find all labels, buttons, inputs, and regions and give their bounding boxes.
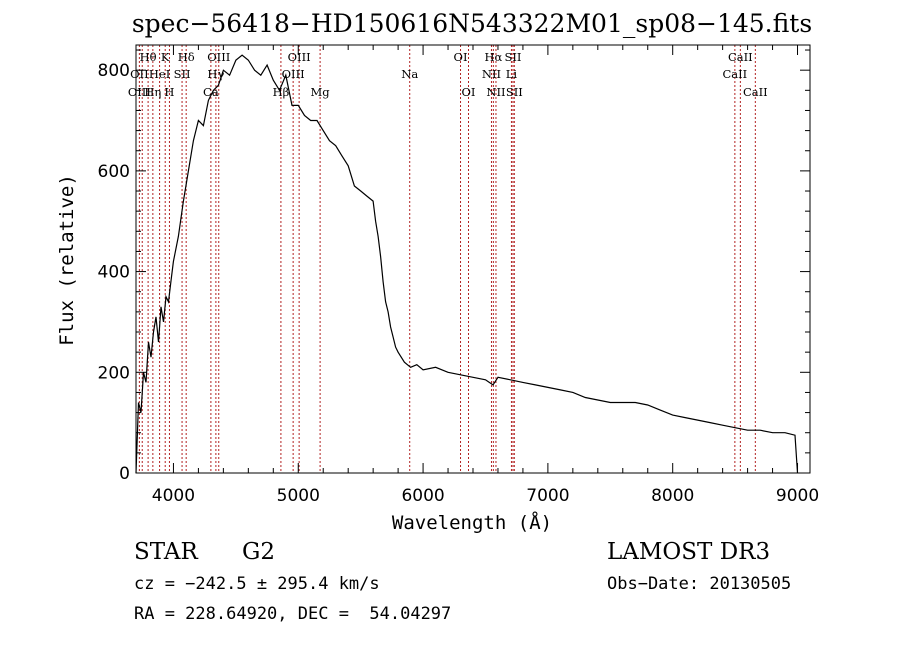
x-tick-label-4: 8000: [651, 486, 694, 506]
coordinates: RA = 228.64920, DEC = 54.04297: [134, 604, 451, 624]
x-axis-label: Wavelength (Å): [392, 511, 552, 534]
spectrum-series-line: [135, 54, 799, 474]
line-label-15: Mg: [311, 85, 331, 99]
y-tick-label-3: 600: [98, 162, 130, 182]
line-label-6: Hη: [144, 85, 161, 99]
redshift-info: cz = −242.5 ± 295.4 km/s: [134, 574, 380, 594]
line-label-3: K: [161, 50, 170, 64]
object-subclass: G2: [242, 539, 275, 565]
line-label-13: OIII: [282, 67, 305, 81]
y-tick-label-2: 400: [98, 263, 130, 283]
line-label-19: Hα: [484, 50, 502, 64]
line-label-10: Hγ: [207, 67, 224, 81]
spectral-line-markers: [138, 45, 756, 473]
x-tick-label-5: 9000: [776, 486, 819, 506]
x-tick-label-2: 6000: [401, 486, 444, 506]
y-tick-label-1: 200: [98, 363, 130, 383]
line-label-9: OIII: [207, 50, 230, 64]
x-axis: 4000 5000 6000 7000 8000 9000: [152, 45, 819, 506]
y-axis: 0 200 400 600 800: [98, 49, 810, 484]
line-label-25: CaII: [728, 50, 753, 64]
line-label-14: Hβ: [273, 85, 290, 99]
chart-title: spec−56418−HD150616N543322M01_sp08−145.f…: [132, 9, 812, 38]
line-label-7: H: [164, 85, 174, 99]
x-tick-label-1: 5000: [277, 486, 320, 506]
line-label-12: OIII: [288, 50, 311, 64]
y-tick-label-0: 0: [119, 464, 130, 484]
y-axis-label: Flux (relative): [56, 174, 78, 346]
line-label-8: Hδ: [178, 50, 195, 64]
line-label-20: SII: [504, 50, 521, 64]
line-label-26: CaII: [722, 67, 747, 81]
object-type: STAR: [134, 539, 198, 565]
line-label-22: Li: [506, 67, 518, 81]
line-label-0: Hθ: [140, 50, 157, 64]
line-label-2: OIII: [128, 85, 151, 99]
line-label-21: NII: [482, 67, 501, 81]
plot-frame: [135, 44, 811, 474]
line-label-23: NII: [486, 85, 505, 99]
line-label-24: SII: [506, 85, 523, 99]
x-tick-label-0: 4000: [152, 486, 195, 506]
line-label-27: CaII: [743, 85, 768, 99]
line-label-17: OI: [454, 50, 468, 64]
line-label-5: SII: [174, 67, 191, 81]
line-label-4: HeI: [149, 67, 170, 81]
line-label-18: OI: [462, 85, 476, 99]
observation-date: Obs−Date: 20130505: [607, 574, 791, 594]
survey-name: LAMOST DR3: [607, 539, 770, 565]
y-tick-label-4: 800: [98, 61, 130, 81]
x-tick-label-3: 7000: [526, 486, 569, 506]
line-label-16: Na: [401, 67, 418, 81]
line-label-1: OII: [130, 67, 149, 81]
